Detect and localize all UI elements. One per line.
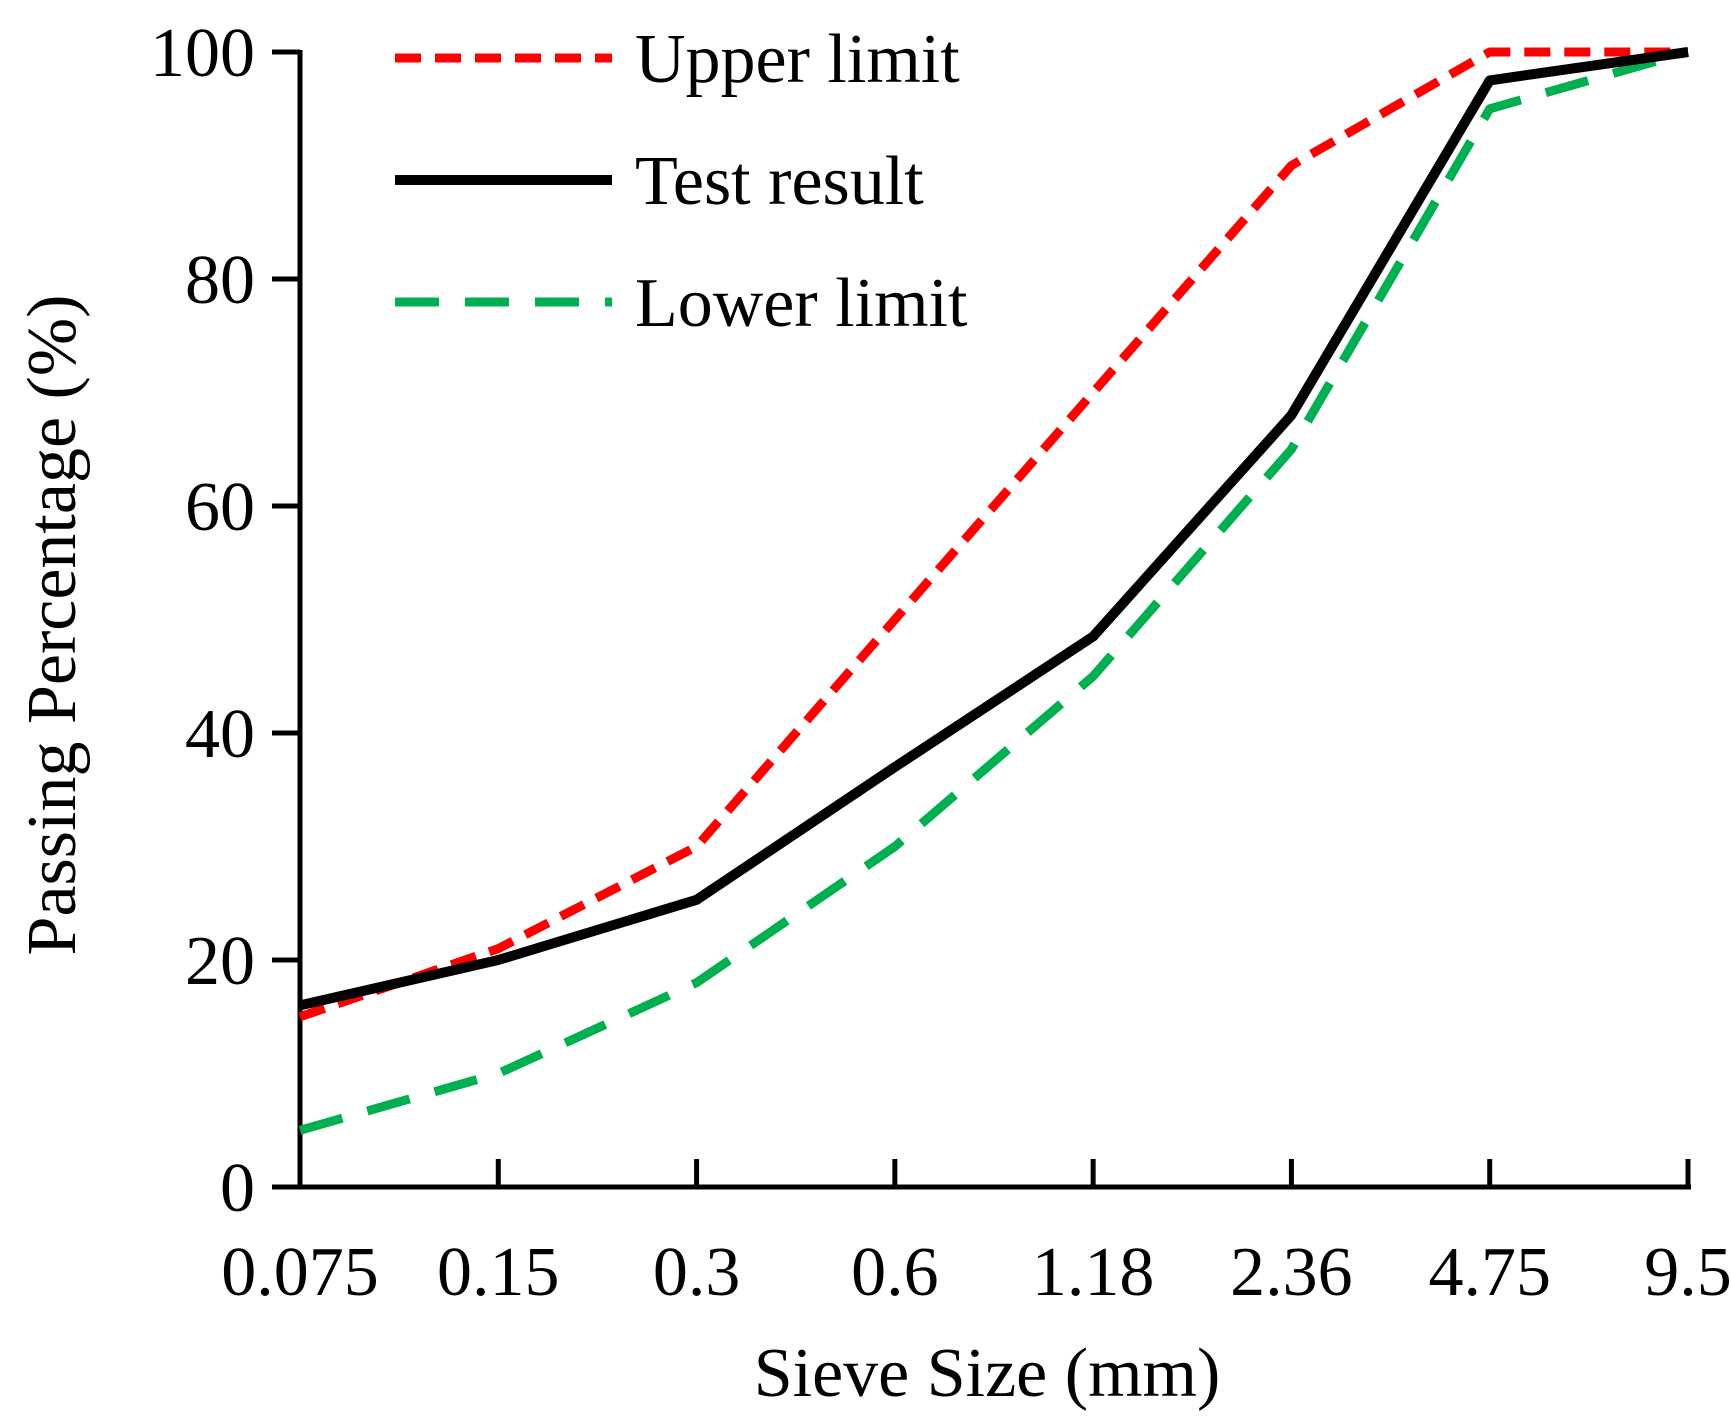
test-result-line xyxy=(298,47,1689,1011)
x-tick-label: 0.3 xyxy=(653,1234,741,1311)
y-tick-label: 100 xyxy=(150,15,255,92)
y-tick-label: 0 xyxy=(220,1150,255,1227)
series-layer xyxy=(298,47,1690,1135)
y-tick-label: 60 xyxy=(185,469,255,546)
legend-label-lower-limit: Lower limit xyxy=(635,265,968,342)
y-axis-title: Passing Percentage (%) xyxy=(14,295,91,956)
y-tick-label: 80 xyxy=(185,242,255,319)
upper-limit-line xyxy=(298,47,1688,1022)
x-tick-label: 4.75 xyxy=(1428,1234,1551,1311)
x-tick-label: 0.6 xyxy=(851,1234,939,1311)
legend-label-upper-limit: Upper limit xyxy=(635,21,960,98)
x-tick-label: 0.15 xyxy=(437,1234,560,1311)
lower-limit-line xyxy=(298,47,1690,1135)
x-tick-label: 2.36 xyxy=(1230,1234,1353,1311)
legend-label-test-result: Test result xyxy=(635,143,924,220)
x-tick-label: 1.18 xyxy=(1032,1234,1155,1311)
plot-area: 0 20 40 60 80 100 0.075 0.15 0.3 0.6 1.18 2.36 4.75 9… xyxy=(150,15,1731,1311)
y-tick-label: 40 xyxy=(185,696,255,773)
x-tick-label: 0.075 xyxy=(221,1234,379,1311)
legend: Upper limit Test result Lower limit xyxy=(395,21,968,342)
x-axis-title: Sieve Size (mm) xyxy=(754,1335,1221,1412)
x-tick-label: 9.5 xyxy=(1644,1234,1731,1311)
y-tick-label: 20 xyxy=(185,923,255,1000)
